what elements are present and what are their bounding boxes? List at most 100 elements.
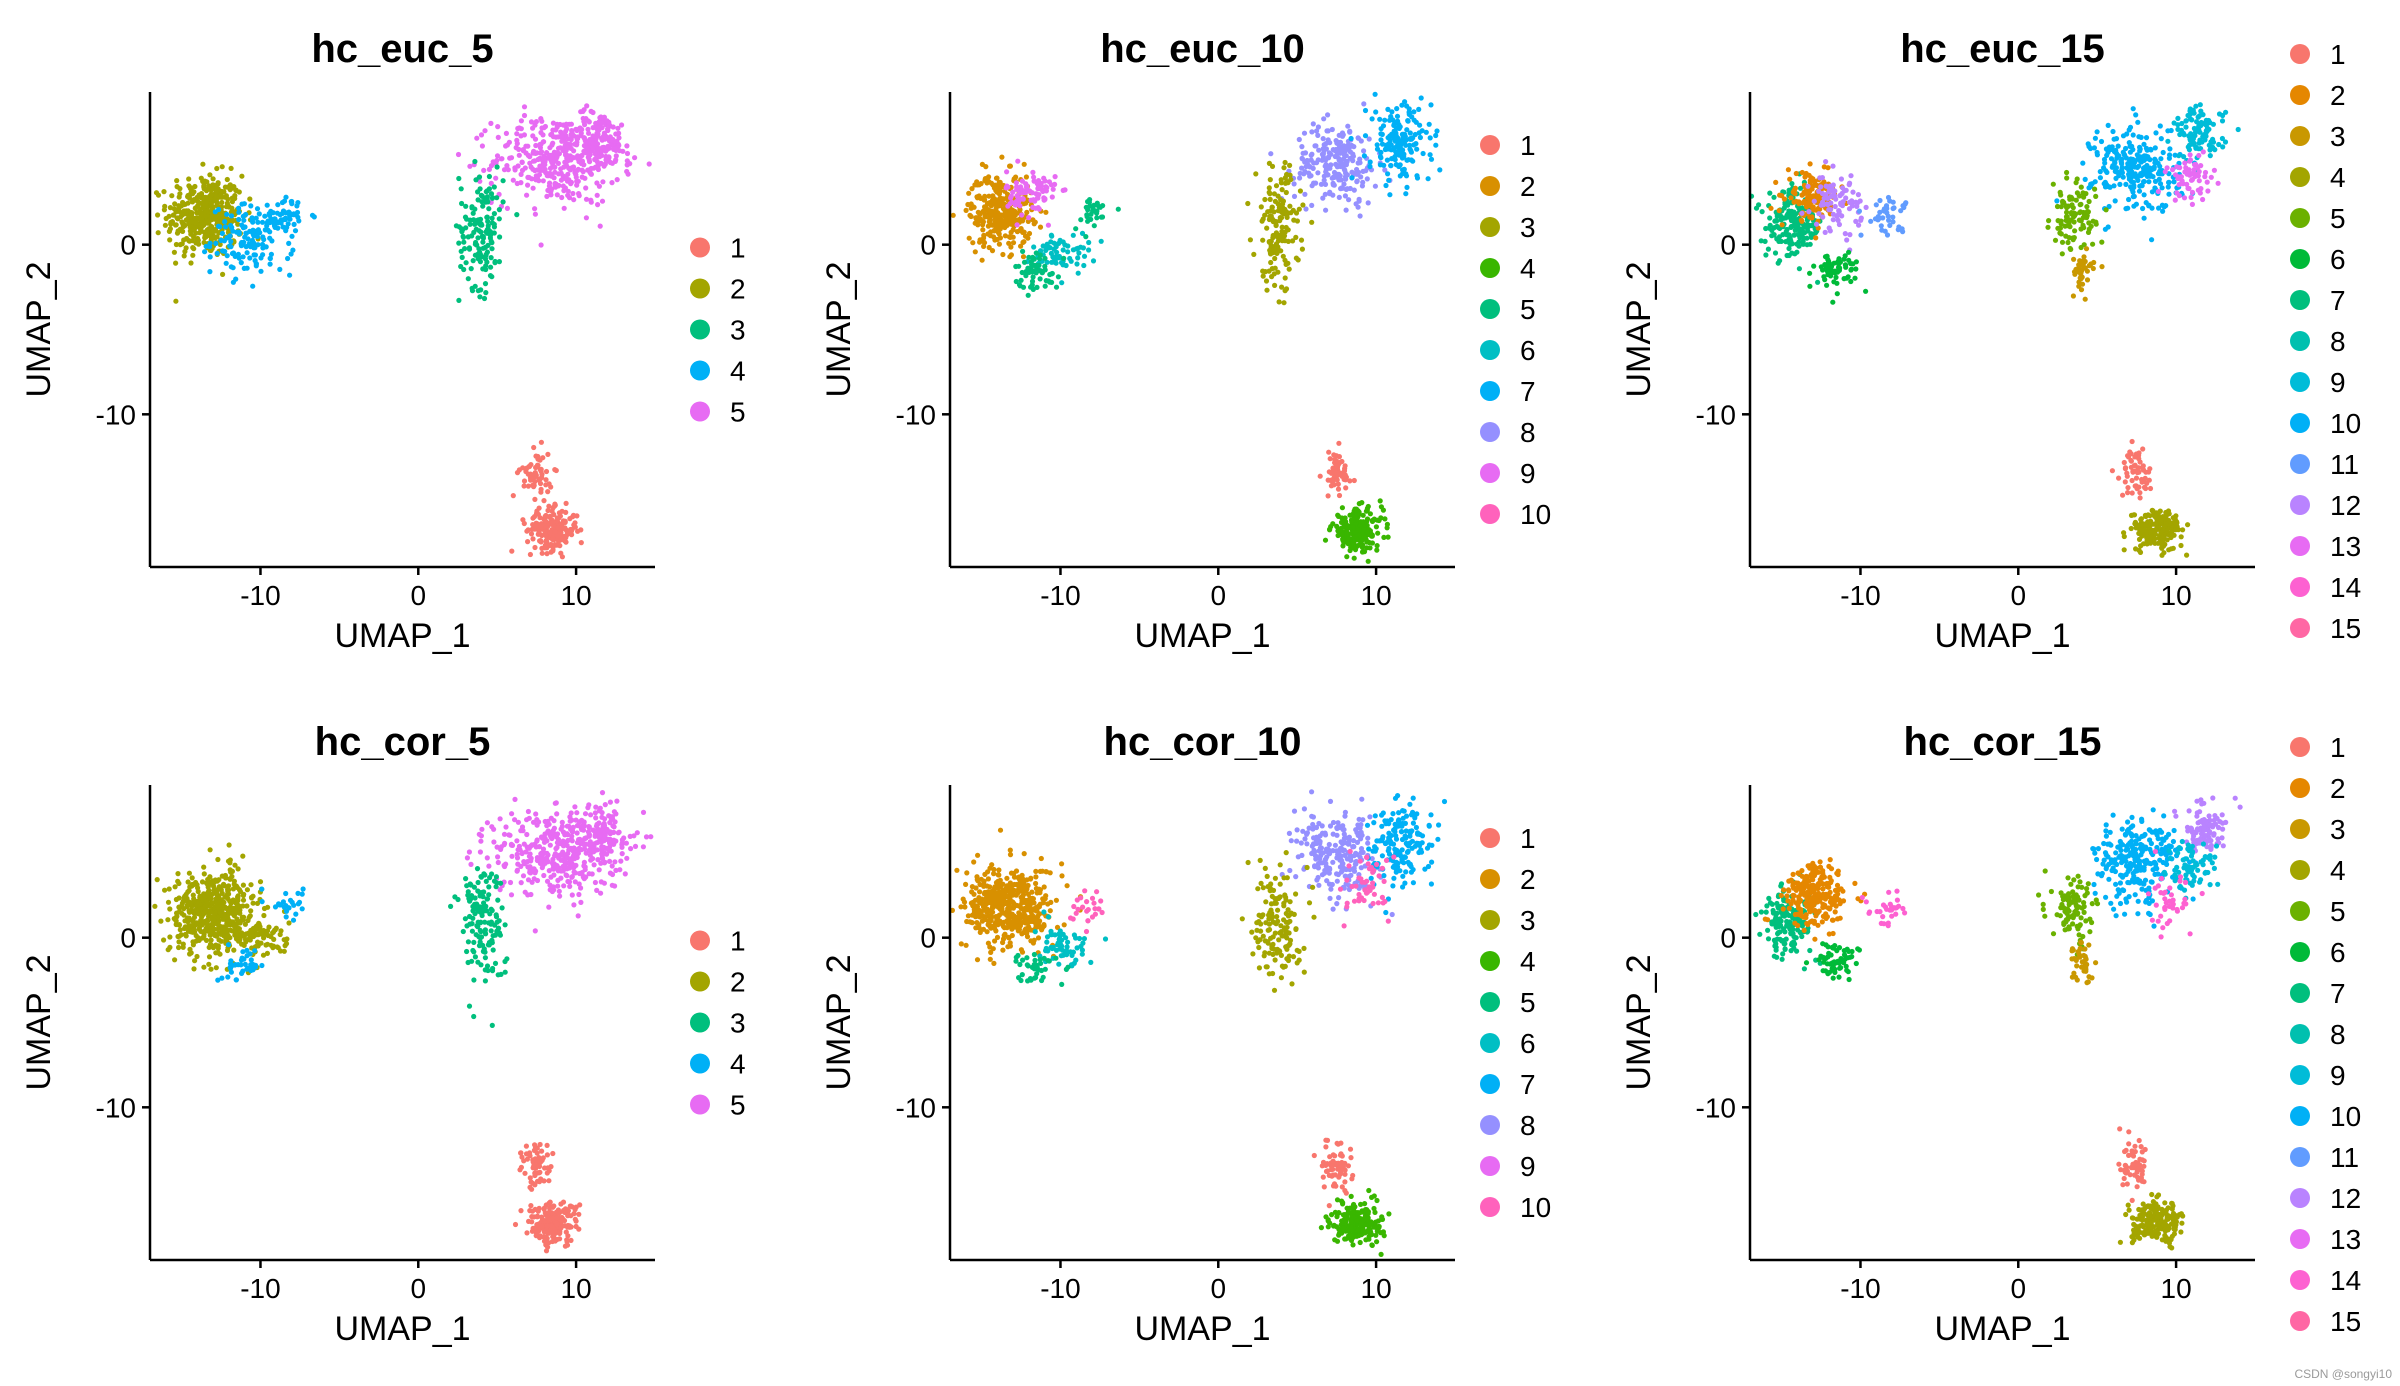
legend-label: 1 [2330, 39, 2346, 70]
data-point [563, 174, 569, 180]
data-point [212, 197, 218, 203]
data-point [1818, 264, 1824, 270]
data-point [262, 227, 268, 233]
data-point [176, 228, 183, 234]
data-point [1037, 276, 1043, 282]
data-point [1291, 181, 1297, 187]
data-point [2130, 147, 2136, 153]
data-point [1259, 218, 1265, 224]
data-point [532, 211, 539, 217]
data-point [2186, 147, 2192, 153]
data-point [2091, 259, 2097, 266]
data-point [583, 215, 590, 221]
data-point [272, 904, 279, 910]
data-point [1283, 286, 1290, 292]
data-point [2152, 145, 2158, 151]
data-point [218, 191, 224, 197]
data-point [1021, 259, 1028, 265]
scatter-points [153, 103, 652, 560]
data-point [195, 237, 201, 243]
data-point [574, 182, 580, 188]
data-point [518, 118, 525, 124]
data-point [1266, 239, 1272, 245]
data-point [252, 252, 258, 258]
data-point [1385, 171, 1391, 177]
data-point [254, 234, 260, 240]
data-point [1331, 452, 1337, 458]
data-point [286, 240, 292, 246]
legend-label: 8 [2330, 326, 2346, 357]
data-point [2077, 275, 2083, 281]
data-point [1868, 218, 1874, 224]
data-point [1033, 262, 1039, 268]
data-point [1299, 165, 1305, 171]
data-point [588, 108, 594, 114]
data-point [2125, 490, 2131, 496]
data-point [240, 853, 246, 859]
data-point [2138, 517, 2144, 523]
data-point [1338, 185, 1345, 191]
data-point [2132, 454, 2138, 460]
data-point [1339, 505, 1345, 511]
data-point [1290, 207, 1296, 213]
data-point [213, 965, 219, 971]
data-point [1014, 222, 1020, 228]
data-point [1266, 160, 1272, 166]
data-point [1858, 217, 1864, 223]
data-point [975, 222, 981, 228]
data-point [1310, 121, 1316, 127]
data-point [527, 463, 533, 469]
data-point [1394, 125, 1400, 131]
data-point [525, 182, 531, 188]
data-point [1297, 170, 1303, 176]
data-point [1272, 265, 1278, 271]
data-point [1890, 199, 1896, 205]
data-point [1848, 278, 1854, 285]
data-point [1345, 541, 1351, 547]
data-point [1875, 217, 1881, 223]
data-point [208, 223, 214, 230]
data-point [191, 226, 197, 233]
data-point [235, 897, 241, 904]
data-point [1083, 234, 1089, 240]
data-point [1427, 152, 1433, 158]
data-point [604, 118, 610, 124]
data-point [188, 260, 194, 266]
data-point [2187, 158, 2193, 164]
y-axis-title: UMAP_2 [820, 261, 858, 397]
data-point [548, 132, 554, 138]
data-point [559, 134, 565, 140]
legend-swatch [690, 401, 710, 422]
data-point [2193, 161, 2199, 168]
data-point [2112, 198, 2118, 204]
data-point [2163, 515, 2169, 522]
data-point [504, 163, 510, 169]
data-point [1822, 277, 1828, 283]
data-point [1826, 225, 1832, 231]
data-point [980, 227, 986, 233]
data-point [2080, 160, 2086, 166]
data-point [581, 119, 587, 125]
data-point [186, 176, 192, 182]
data-point [266, 924, 272, 930]
data-point [1328, 151, 1334, 157]
data-point [484, 214, 490, 220]
data-point [476, 246, 482, 252]
data-point [1051, 246, 1057, 252]
data-point [188, 212, 194, 218]
data-point [1793, 170, 1799, 177]
data-point [1847, 180, 1853, 186]
data-point [1327, 140, 1333, 146]
data-point [230, 265, 236, 271]
data-point [1863, 288, 1869, 294]
data-point [1803, 170, 1809, 177]
data-point [612, 158, 618, 164]
data-point [2084, 208, 2090, 215]
data-point [1787, 235, 1793, 241]
data-point [2059, 251, 2065, 257]
data-point [524, 192, 530, 198]
legend-swatch [2290, 85, 2310, 105]
data-point [2135, 177, 2141, 183]
data-point [2135, 523, 2141, 529]
data-point [202, 233, 208, 239]
